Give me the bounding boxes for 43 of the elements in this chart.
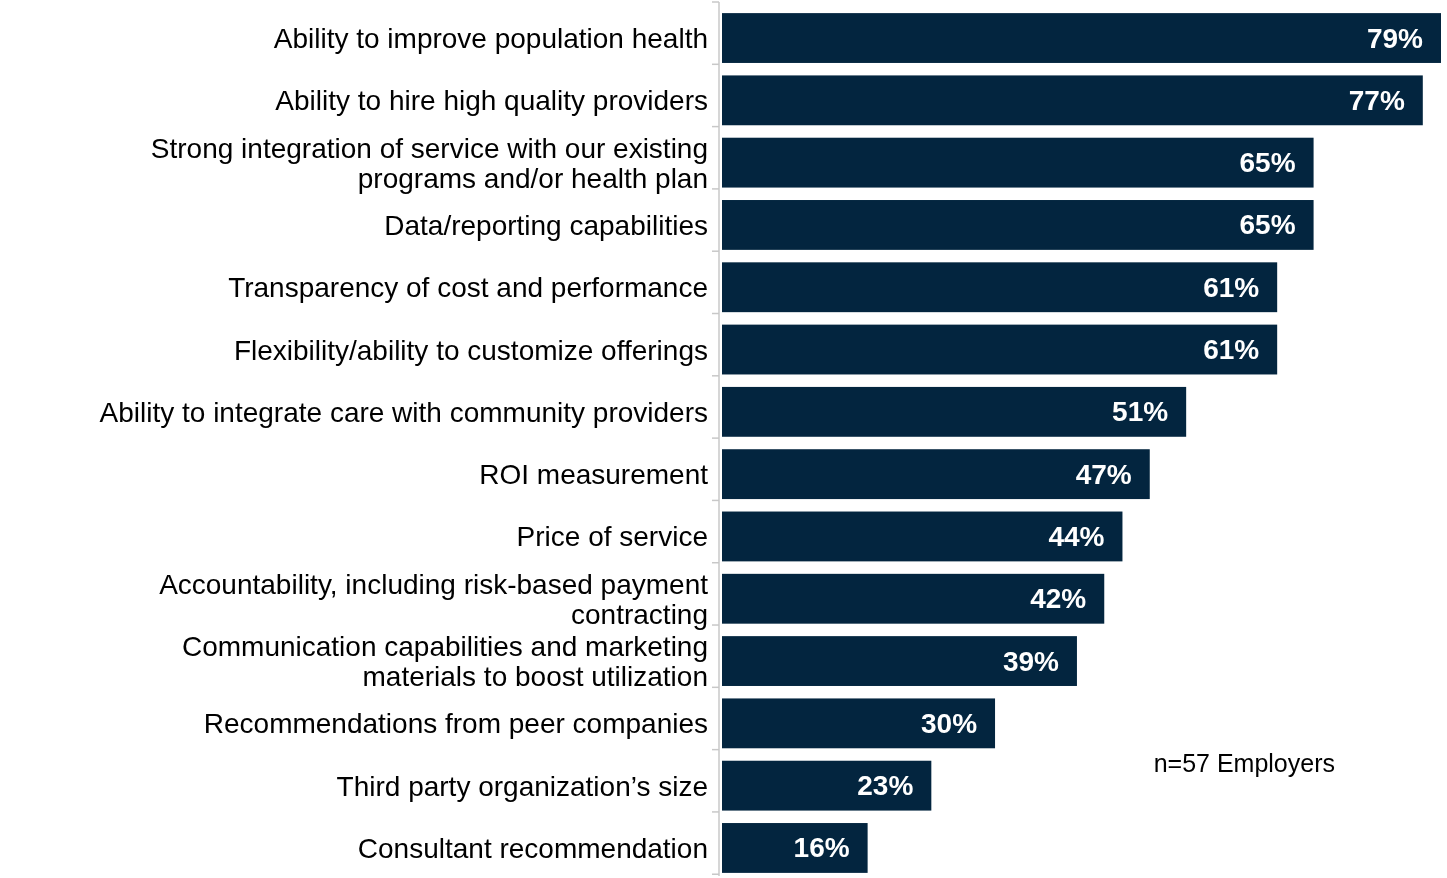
bar [722,449,1150,500]
bar [722,324,1278,375]
bar [722,13,1441,63]
y-tick-label: Price of service [516,520,708,552]
y-tick-label: Data/reporting capabilities [384,209,708,241]
annotation: n=57 Employers [1153,749,1335,777]
y-tick-label: Transparency of cost and performance [228,271,708,303]
y-tick-label: ROI measurement [479,458,709,490]
bar [722,75,1423,126]
data-label: 16% [793,832,850,864]
y-tick-label: Ability to improve population health [273,22,708,54]
bar [722,636,1077,686]
data-label: 65% [1239,209,1296,241]
bar [722,760,932,811]
y-tick-label: Consultant recommendation [357,832,708,864]
y-tick-label: Ability to hire high quality providers [275,84,708,116]
y-tick-label: Recommendations from peer companies [203,707,708,739]
data-label: 61% [1203,271,1260,303]
y-tick-label: Ability to integrate care with community providers [99,396,708,428]
bar [722,262,1278,313]
bar [722,386,1187,437]
bar [722,511,1123,562]
data-label: 23% [857,770,914,802]
data-label: 44% [1048,520,1105,552]
y-tick-label: Communication capabilities and marketing materials to boost utilization [181,630,708,692]
bar [722,137,1314,188]
y-tick-label: Strong integration of service with our existing programs and/or health plan [150,132,708,194]
bar [722,200,1314,250]
y-tick-label: Flexibility/ability to customize offerings [233,334,708,366]
y-tick-label: Third party organization’s size [336,770,708,802]
data-label: 42% [1030,583,1087,615]
y-tick-label: Accountability, including risk-based payment contracting [159,568,709,630]
data-label: 77% [1348,84,1405,116]
data-label: 65% [1239,147,1296,179]
data-label: 79% [1366,22,1424,54]
data-label: 61% [1203,334,1260,366]
data-label: 47% [1075,458,1132,490]
data-label: 51% [1112,396,1169,428]
bar [722,573,1105,624]
bar [722,698,996,749]
bar [722,823,868,873]
data-label: 39% [1002,645,1060,677]
data-label: 30% [920,707,978,739]
